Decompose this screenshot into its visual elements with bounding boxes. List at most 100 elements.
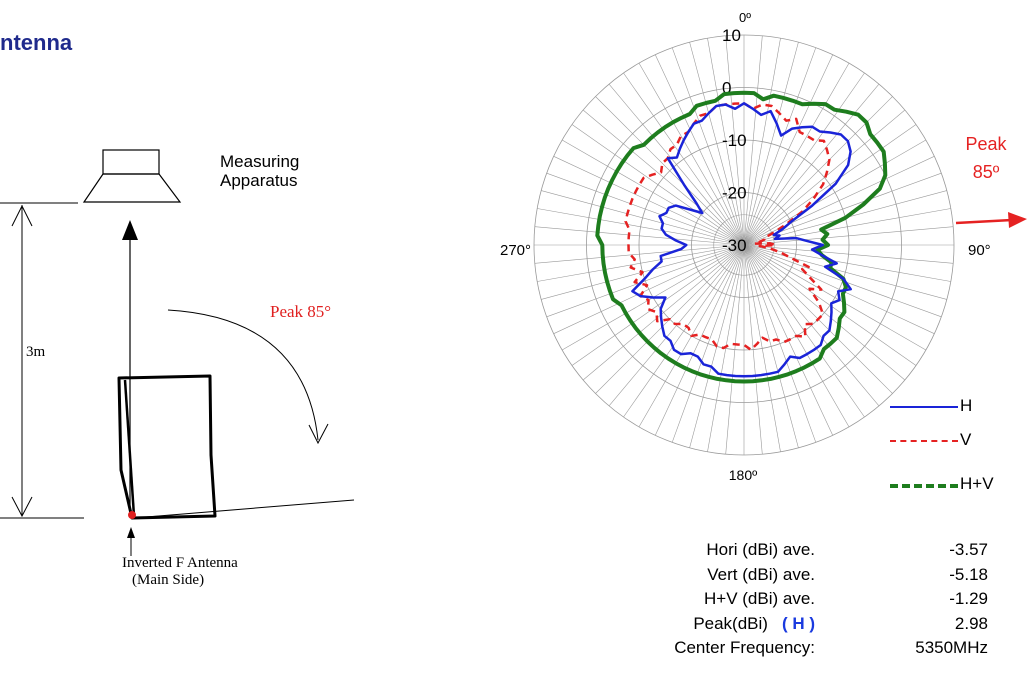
direction-arrowhead: [122, 220, 138, 240]
peak-polarization-badge: ( H ): [781, 613, 815, 633]
grid-spoke: [534, 244, 745, 264]
measurement-setup-diagram: [0, 149, 355, 556]
peak-arrow-head: [1008, 212, 1027, 228]
grid-spoke: [725, 244, 745, 455]
grid-spoke: [623, 244, 745, 418]
antenna-pointer-head: [127, 527, 135, 538]
stats-label: H+V (dBi) ave.: [703, 589, 815, 608]
grid-spoke: [537, 244, 745, 282]
r-tick-0: 0: [722, 79, 731, 98]
grid-spoke: [743, 109, 906, 246]
grid-spoke: [608, 83, 745, 246]
angle-label-90: 90°: [968, 242, 991, 259]
grid-spoke: [743, 244, 935, 334]
grid-spoke: [561, 139, 745, 246]
antenna-label-line2: (Main Side): [132, 572, 205, 588]
grid-spoke: [743, 54, 833, 246]
legend-item-v: V: [890, 430, 1020, 454]
peak-rotation-arrowhead: [308, 423, 329, 445]
apparatus-label-line2: Apparatus: [220, 171, 298, 190]
grid-spoke: [743, 244, 951, 282]
grid-spoke: [743, 244, 917, 366]
grid-spoke: [671, 244, 745, 443]
grid-spoke: [743, 35, 763, 246]
antenna-label: Inverted F Antenna (Main Side): [122, 555, 238, 589]
stats-value: -5.18: [949, 564, 988, 584]
grid-spoke: [707, 38, 745, 246]
r-tick-minus30: -30: [722, 236, 747, 255]
grid-spoke: [743, 244, 880, 407]
stats-row-frequency: Center Frequency: 5350MHz: [600, 638, 1020, 663]
grid-spoke: [725, 35, 745, 246]
grid-spoke: [553, 156, 745, 246]
legend-label-v: V: [960, 430, 972, 449]
grid-spoke: [638, 62, 745, 246]
grid-spoke: [655, 54, 745, 246]
device-outline: [117, 374, 217, 520]
grid-spoke: [743, 38, 781, 246]
grid-spoke: [743, 244, 763, 455]
chart-legend: H V H+V: [890, 394, 1020, 494]
legend-label-hv: H+V: [960, 474, 994, 493]
grid-spoke: [743, 139, 927, 246]
peak-rotation-arc: [167, 309, 319, 441]
peak-label-line1: Peak: [965, 134, 1007, 154]
radiation-polar-chart: 10 0 -10 -20 -30 0º 90° 180º 270° Peak 8…: [500, 10, 1027, 483]
apparatus-box: [102, 149, 160, 175]
grid-spoke: [743, 244, 781, 452]
angle-label-0: 0º: [739, 10, 751, 25]
angle-label-270: 270°: [500, 242, 531, 259]
grid-spoke: [743, 244, 954, 264]
rotation-reference-line: [133, 499, 355, 519]
legend-swatch-v: [890, 440, 958, 442]
angle-label-180: 180º: [729, 467, 757, 483]
grid-spoke: [655, 244, 745, 436]
legend-swatch-hv: [890, 484, 958, 488]
r-tick-minus20: -20: [722, 184, 747, 203]
stats-label-peak: Peak(dBi) ( H ): [693, 614, 815, 634]
grid-spoke: [546, 244, 745, 318]
grid-spoke: [546, 172, 745, 246]
polar-grid: [533, 34, 955, 456]
stats-row-peak: Peak(dBi) ( H ) 2.98: [600, 614, 1020, 639]
series-hv-trace: [595, 90, 888, 384]
apparatus-label-line1: Measuring: [220, 152, 300, 171]
grid-spoke: [743, 244, 906, 381]
grid-spoke: [743, 244, 817, 443]
grid-spoke: [743, 124, 917, 246]
stats-value: 2.98: [954, 613, 988, 633]
grid-spoke: [743, 244, 927, 351]
distance-label: 3m: [26, 344, 46, 360]
stats-label: Hori (dBi) ave.: [706, 540, 815, 559]
grid-spoke: [743, 226, 954, 246]
stats-row-hv: H+V (dBi) ave. -1.29: [600, 589, 1020, 614]
grid-spoke: [534, 226, 745, 246]
peak-label-line2: 85º: [973, 162, 1000, 182]
grid-spoke: [671, 47, 745, 246]
stats-value: 5350MHz: [915, 638, 988, 657]
page-title: ntenna: [0, 30, 73, 55]
legend-item-h: H: [890, 396, 1020, 420]
distance-arrow-top: [11, 204, 33, 227]
grid-spoke: [743, 72, 865, 246]
stats-row-hori: Hori (dBi) ave. -3.57: [600, 540, 1020, 565]
grid-spoke: [689, 42, 745, 246]
apparatus-horn: [82, 173, 182, 203]
apparatus-label: Measuring Apparatus: [220, 152, 299, 190]
device-edge: [123, 379, 136, 517]
antenna-feed-point: [128, 511, 136, 519]
grid-spoke: [582, 109, 745, 246]
stats-value: -1.29: [949, 589, 988, 608]
grid-spoke: [553, 244, 745, 334]
grid-spoke: [743, 244, 947, 300]
legend-item-hv: H+V: [890, 474, 1020, 498]
grid-spoke: [707, 244, 745, 452]
grid-spoke: [743, 83, 880, 246]
grid-spoke: [537, 208, 745, 246]
grid-spoke: [743, 156, 935, 246]
stats-table: Hori (dBi) ave. -3.57 Vert (dBi) ave. -5…: [600, 540, 1020, 663]
grid-spoke: [571, 124, 745, 246]
stats-label: Peak(dBi): [693, 613, 768, 633]
distance-arrow-bottom: [11, 496, 33, 518]
antenna-label-line1: Inverted F Antenna: [122, 555, 238, 571]
